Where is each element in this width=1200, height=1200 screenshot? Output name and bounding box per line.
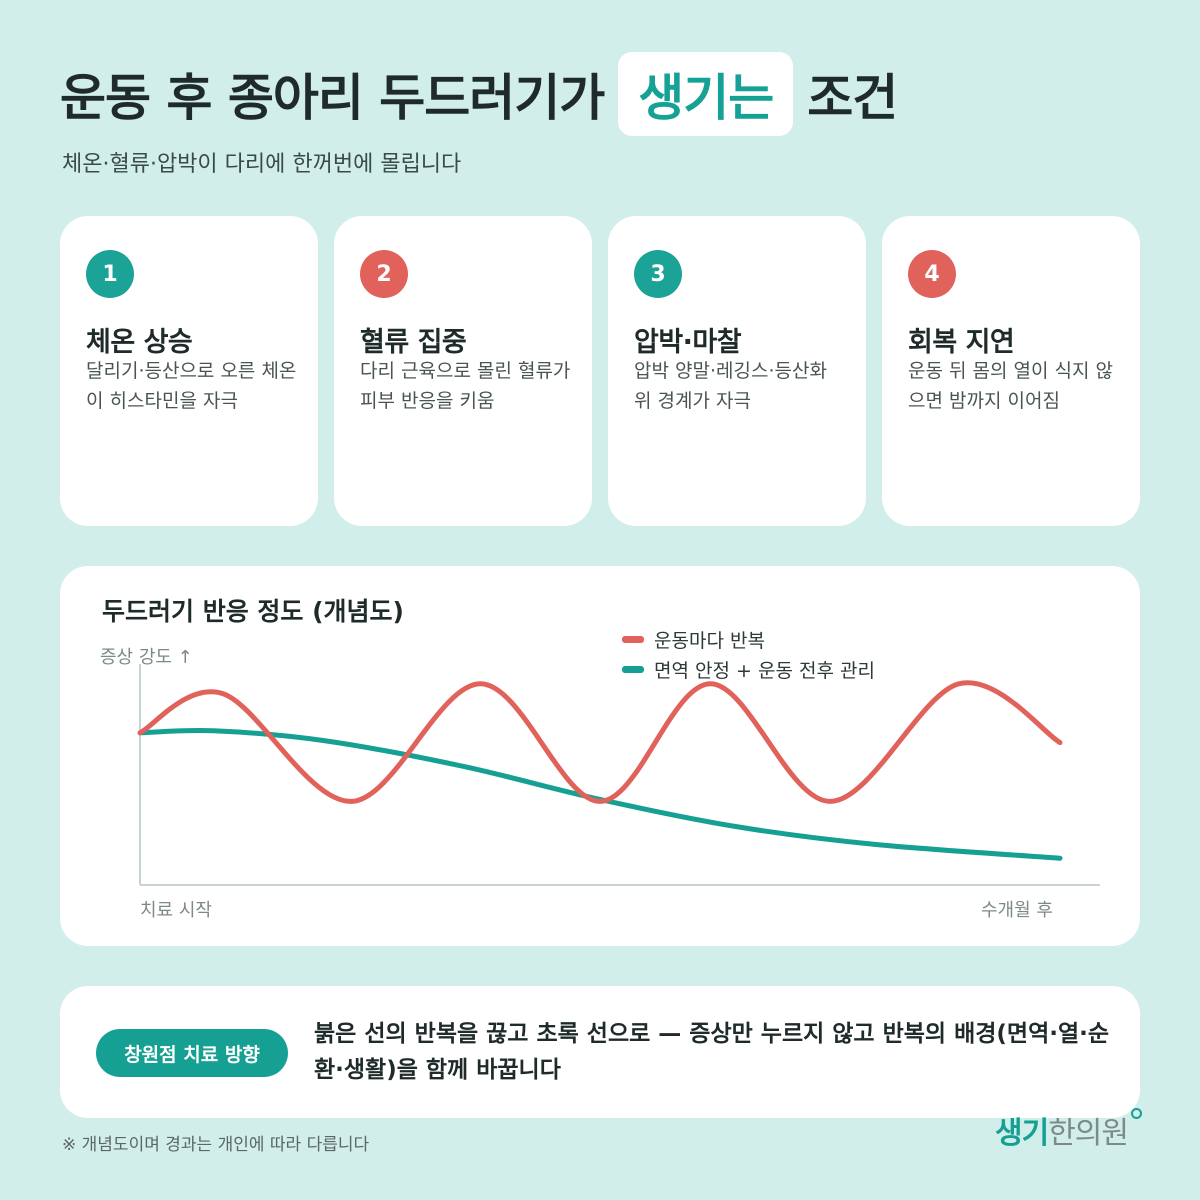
treatment-direction-panel: 창원점 치료 방향 붉은 선의 반복을 끊고 초록 선으로 — 증상만 누르지 … bbox=[60, 986, 1140, 1118]
card-title: 혈류 집중 bbox=[360, 327, 467, 358]
condition-card-3: 3 압박·마찰 압박 양말·레깅스·등산화 위 경계가 자극 bbox=[608, 216, 866, 526]
card-title: 압박·마찰 bbox=[634, 327, 742, 358]
series-line-stable bbox=[137, 727, 1063, 861]
reaction-line-chart bbox=[137, 664, 1100, 886]
condition-card-4: 4 회복 지연 운동 뒤 몸의 열이 식지 않으면 밤까지 이어짐 bbox=[882, 216, 1140, 526]
x-axis-start-label: 치료 시작 bbox=[140, 900, 212, 921]
legend-label: 운동마다 반복 bbox=[654, 629, 765, 652]
legend-swatch-red bbox=[622, 635, 644, 643]
x-axis-end-label: 수개월 후 bbox=[981, 900, 1053, 921]
condition-card-1: 1 체온 상승 달리기·등산으로 오른 체온이 히스타민을 자극 bbox=[60, 216, 318, 526]
title-text-after: 조건 bbox=[807, 69, 898, 127]
treatment-direction-badge: 창원점 치료 방향 bbox=[96, 1029, 288, 1077]
chart-legend: 운동마다 반복 면역 안정 + 운동 전후 관리 bbox=[622, 624, 875, 684]
chart-panel: 두드러기 반응 정도 (개념도) 증상 강도 ↑ 치료 시작 수개월 후 운동마… bbox=[60, 566, 1140, 946]
card-description: 압박 양말·레깅스·등산화 위 경계가 자극 bbox=[634, 360, 827, 412]
treatment-direction-text: 붉은 선의 반복을 끊고 초록 선으로 — 증상만 누르지 않고 반복의 배경(… bbox=[314, 1021, 1110, 1083]
page-title: 운동 후 종아리 두드러기가 생기는 조건 bbox=[60, 52, 898, 136]
title-text-before: 운동 후 종아리 두드러기가 bbox=[60, 69, 605, 127]
legend-item-repeat: 운동마다 반복 bbox=[622, 624, 875, 654]
card-description: 달리기·등산으로 오른 체온이 히스타민을 자극 bbox=[86, 360, 297, 412]
card-title: 회복 지연 bbox=[908, 327, 1015, 358]
title-highlight: 생기는 bbox=[618, 52, 794, 136]
card-number-badge: 1 bbox=[86, 250, 134, 298]
card-description: 다리 근육으로 몰린 혈류가 피부 반응을 키움 bbox=[360, 360, 571, 412]
page-subtitle: 체온·혈류·압박이 다리에 한꺼번에 몰립니다 bbox=[62, 152, 462, 177]
y-axis-label: 증상 강도 ↑ bbox=[100, 647, 193, 668]
brand-logo-part2: 한의원 bbox=[1048, 1116, 1129, 1151]
legend-swatch-green bbox=[622, 665, 644, 673]
brand-logo-part1: 생기 bbox=[995, 1116, 1049, 1151]
card-title: 체온 상승 bbox=[86, 327, 193, 358]
card-number-badge: 3 bbox=[634, 250, 682, 298]
card-description: 운동 뒤 몸의 열이 식지 않으면 밤까지 이어짐 bbox=[908, 360, 1113, 412]
legend-item-stable: 면역 안정 + 운동 전후 관리 bbox=[622, 654, 875, 684]
legend-label: 면역 안정 + 운동 전후 관리 bbox=[654, 659, 875, 682]
condition-card-2: 2 혈류 집중 다리 근육으로 몰린 혈류가 피부 반응을 키움 bbox=[334, 216, 592, 526]
brand-dot-icon bbox=[1131, 1108, 1143, 1119]
card-number-badge: 2 bbox=[360, 250, 408, 298]
brand-logo: 생기한의원 bbox=[995, 1108, 1143, 1152]
footnote: ※ 개념도이며 경과는 개인에 따라 다릅니다 bbox=[62, 1135, 370, 1155]
chart-title: 두드러기 반응 정도 (개념도) bbox=[102, 597, 404, 626]
card-number-badge: 4 bbox=[908, 250, 956, 298]
series-line-repeat bbox=[137, 680, 1063, 804]
